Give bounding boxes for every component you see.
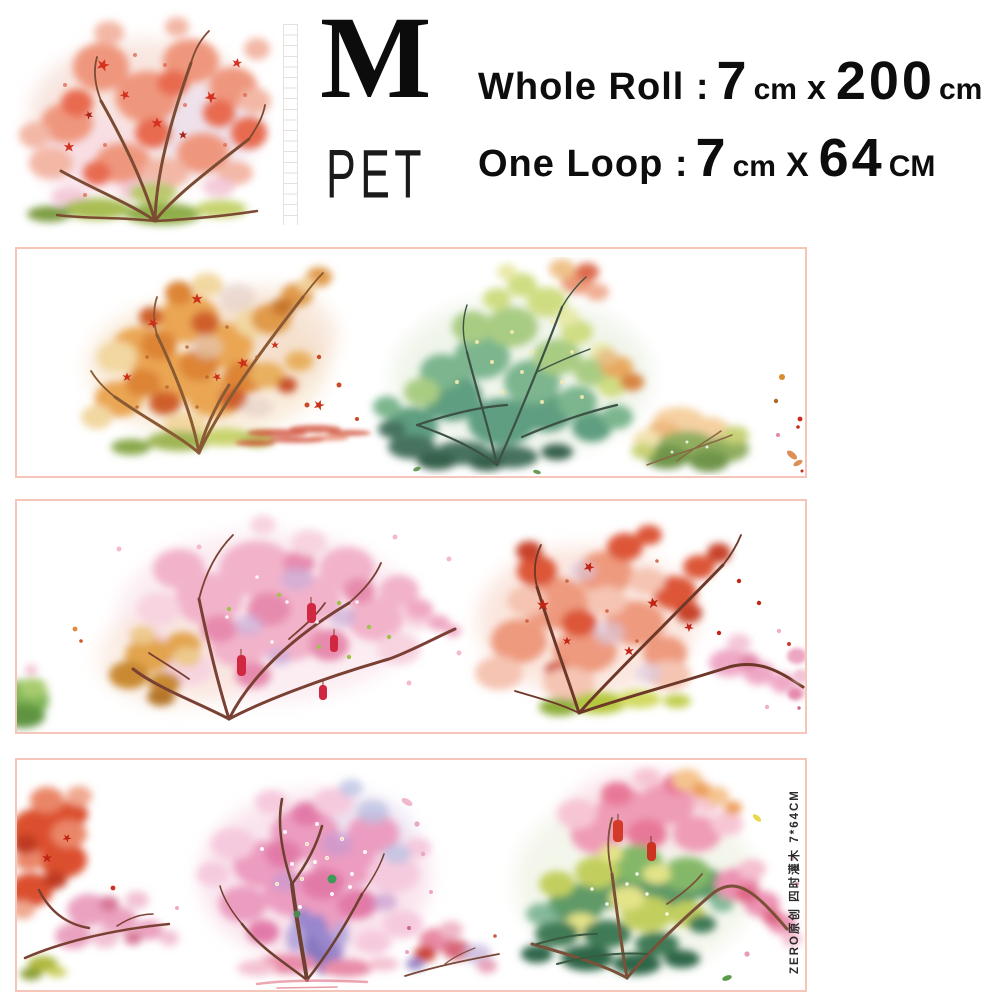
tape-strip-blossom-and-shrub: ZERO原创 四时灌木 7*64CM bbox=[15, 758, 807, 992]
watercolor-autumn-maple-illustration bbox=[57, 257, 387, 472]
whole-roll-width-unit: cm bbox=[753, 73, 797, 106]
scattered-leaf-specks bbox=[762, 359, 804, 474]
one-loop-spec: One Loop : 7 cm X 64 CM bbox=[478, 127, 935, 189]
small-blossom-branch-fragment bbox=[395, 908, 510, 988]
material-label: PET bbox=[326, 137, 426, 213]
size-letter: M bbox=[320, 0, 431, 123]
brand-and-spec-vertical-text: ZERO原创 四时灌木 7*64CM bbox=[789, 789, 801, 974]
dimension-separator: X bbox=[785, 146, 809, 184]
one-loop-width-unit: cm bbox=[732, 150, 776, 183]
one-loop-label: One Loop : bbox=[478, 143, 689, 185]
watercolor-small-bush-illustration bbox=[617, 397, 767, 475]
whole-roll-length: 200 bbox=[835, 51, 935, 111]
whole-roll-length-unit: cm bbox=[938, 73, 983, 106]
watercolor-red-maple-tree-illustration bbox=[437, 511, 805, 732]
one-loop-length-unit: CM bbox=[888, 150, 936, 183]
lantern-ornaments bbox=[613, 814, 656, 861]
tape-strip-cherry-and-red-maple bbox=[15, 499, 807, 734]
whole-roll-label: Whole Roll : bbox=[478, 66, 710, 108]
whole-roll-spec: Whole Roll : 7 cm x 200 cm bbox=[478, 50, 982, 112]
one-loop-width: 7 bbox=[695, 128, 729, 188]
tape-strip-autumn-and-green bbox=[15, 247, 807, 478]
whole-roll-width: 7 bbox=[716, 51, 750, 111]
dimension-separator: x bbox=[806, 69, 826, 107]
one-loop-length: 64 bbox=[818, 128, 885, 188]
watercolor-pink-purple-blossom-tree-illustration bbox=[165, 762, 457, 990]
green-bush-edge-fragment bbox=[17, 656, 61, 732]
measuring-scale bbox=[283, 24, 298, 225]
red-maple-edge-illustration bbox=[17, 768, 202, 990]
lantern-ornaments bbox=[237, 597, 338, 700]
watercolor-cherry-blossom-tree-illustration bbox=[57, 507, 467, 732]
pink-blossom-edge-fragment bbox=[783, 636, 805, 718]
watercolor-red-maple-sample-illustration bbox=[5, 5, 285, 235]
watercolor-green-tree-illustration bbox=[362, 257, 682, 475]
watercolor-four-season-shrub-illustration bbox=[495, 762, 805, 990]
